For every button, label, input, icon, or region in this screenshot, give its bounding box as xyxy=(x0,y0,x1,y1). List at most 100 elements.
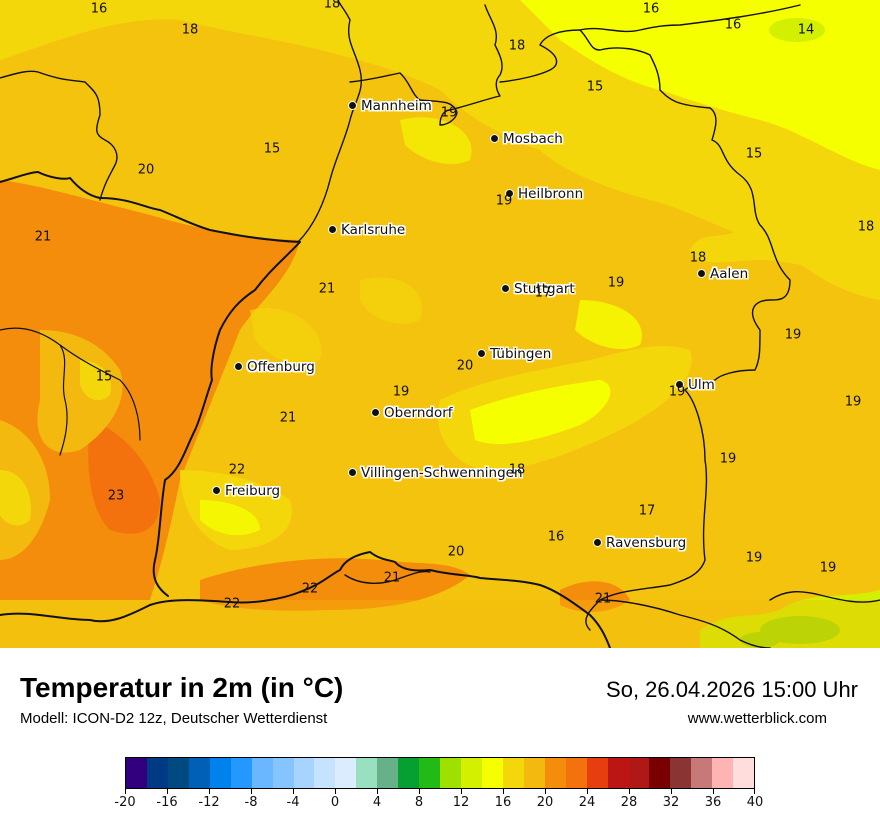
colorbar-tick-label: 36 xyxy=(704,795,722,810)
temperature-value: 19 xyxy=(844,394,862,410)
colorbar-segment xyxy=(209,758,231,788)
city-dot-icon xyxy=(675,379,684,389)
colorbar-tick xyxy=(167,789,168,794)
colorbar-segment xyxy=(126,758,147,788)
temperature-field xyxy=(0,0,880,648)
colorbar-tick xyxy=(545,789,546,794)
temperature-map xyxy=(0,0,880,648)
temperature-value: 22 xyxy=(228,462,246,478)
website-link: www.wetterblick.com xyxy=(687,710,827,727)
model-source: Modell: ICON-D2 12z, Deutscher Wetterdie… xyxy=(20,710,328,727)
colorbar-segment xyxy=(419,758,441,788)
temperature-value: 20 xyxy=(137,162,155,178)
colorbar-segment xyxy=(733,758,755,788)
temperature-value: 19 xyxy=(745,550,763,566)
city-name: Heilbronn xyxy=(518,186,584,202)
temperature-value: 21 xyxy=(318,281,336,297)
temperature-value: 19 xyxy=(668,384,686,400)
temperature-value: 18 xyxy=(508,38,526,54)
city-dot-icon xyxy=(593,537,602,547)
city-label: Mannheim xyxy=(348,98,432,114)
city-label: Tübingen xyxy=(477,346,551,362)
city-name: Aalen xyxy=(710,266,749,282)
colorbar-tick-label: 4 xyxy=(372,795,382,810)
colorbar-segment xyxy=(481,758,503,788)
temperature-value: 19 xyxy=(819,560,837,576)
city-dot-icon xyxy=(348,467,357,477)
temperature-value: 17 xyxy=(638,503,656,519)
city-label: Mosbach xyxy=(490,131,563,147)
temperature-value: 18 xyxy=(508,462,526,478)
colorbar-tick-label: 32 xyxy=(662,795,680,810)
city-label: Freiburg xyxy=(212,483,280,499)
city-label: Offenburg xyxy=(234,359,315,375)
temperature-value: 18 xyxy=(689,250,707,266)
colorbar-tick-label: -4 xyxy=(286,795,300,810)
temperature-value: 20 xyxy=(456,358,474,374)
colorbar-tick xyxy=(713,789,714,794)
colorbar-tick xyxy=(251,789,252,794)
city-name: Stuttgart xyxy=(514,281,575,297)
city-dot-icon xyxy=(477,348,486,358)
temperature-value: 19 xyxy=(719,451,737,467)
colorbar-tick-label: 28 xyxy=(620,795,638,810)
temperature-value: 16 xyxy=(642,1,660,17)
temperature-value: 16 xyxy=(547,529,565,545)
temperature-value: 15 xyxy=(586,79,604,95)
colorbar-tick-label: 20 xyxy=(536,795,554,810)
city-label: Ravensburg xyxy=(593,535,686,551)
temperature-value: 16 xyxy=(724,17,742,33)
colorbar-segment xyxy=(335,758,357,788)
temperature-value: 19 xyxy=(440,105,458,121)
colorbar-segment xyxy=(544,758,566,788)
city-dot-icon xyxy=(371,407,380,417)
city-dot-icon xyxy=(212,485,221,495)
colorbar-tick-label: 0 xyxy=(330,795,340,810)
temperature-value: 16 xyxy=(90,1,108,17)
colorbar-segment xyxy=(188,758,210,788)
colorbar xyxy=(125,757,755,789)
temperature-value: 15 xyxy=(95,369,113,385)
city-name: Offenburg xyxy=(247,359,315,375)
temperature-value: 21 xyxy=(279,410,297,426)
colorbar-tick-label: 12 xyxy=(452,795,470,810)
colorbar-tick-label: 40 xyxy=(746,795,764,810)
city-dot-icon xyxy=(501,283,510,293)
colorbar-segment xyxy=(565,758,587,788)
colorbar-segment xyxy=(314,758,336,788)
colorbar-tick xyxy=(461,789,462,794)
colorbar-tick xyxy=(377,789,378,794)
valid-datetime: So, 26.04.2026 15:00 Uhr xyxy=(606,677,858,702)
city-dot-icon xyxy=(234,361,243,371)
colorbar-tick-label: -8 xyxy=(244,795,258,810)
colorbar-segment xyxy=(523,758,545,788)
temperature-value: 19 xyxy=(392,384,410,400)
colorbar-segment xyxy=(461,758,482,788)
temperature-value: 22 xyxy=(223,596,241,612)
colorbar-segment xyxy=(293,758,315,788)
colorbar-tick xyxy=(671,789,672,794)
colorbar-segment xyxy=(502,758,524,788)
city-name: Oberndorf xyxy=(384,405,453,421)
city-name: Mannheim xyxy=(361,98,432,114)
city-name: Mosbach xyxy=(503,131,563,147)
colorbar-segment xyxy=(146,758,168,788)
temperature-value: 15 xyxy=(263,141,281,157)
colorbar-tick xyxy=(587,789,588,794)
city-name: Ravensburg xyxy=(606,535,687,551)
city-label: Stuttgart xyxy=(501,281,575,297)
colorbar-segment xyxy=(649,758,671,788)
chart-title: Temperatur in 2m (in °C) xyxy=(20,672,344,703)
colorbar-tick xyxy=(125,789,126,794)
temperature-value: 17 xyxy=(534,285,552,301)
temperature-value: 18 xyxy=(181,22,199,38)
temperature-value: 15 xyxy=(745,146,763,162)
temperature-value: 19 xyxy=(495,193,513,209)
colorbar-tick-label: 24 xyxy=(578,795,596,810)
city-name: Ulm xyxy=(688,377,715,393)
temperature-value: 20 xyxy=(447,544,465,560)
colorbar-segment xyxy=(356,758,378,788)
city-dot-icon xyxy=(490,133,499,143)
colorbar-segment xyxy=(586,758,608,788)
temperature-value: 18 xyxy=(857,219,875,235)
